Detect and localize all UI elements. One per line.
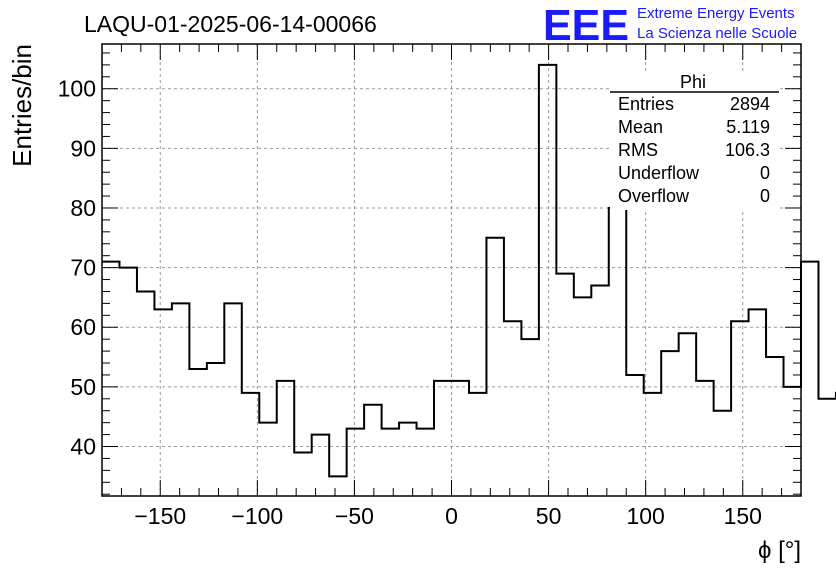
x-tick-label: −150 [134,503,186,529]
stats-row-label: RMS [618,140,658,160]
y-tick-label: 50 [70,374,96,400]
histogram-bins [102,63,836,478]
stats-row-value: 106.3 [725,140,770,160]
x-tick-labels: −150 −100 −50 0 50 100 150 [134,503,762,529]
y-tick-label: 80 [70,195,96,221]
x-tick-label: −100 [231,503,283,529]
y-tick-labels: 40 50 60 70 80 90 100 [58,76,96,460]
y-tick-label: 40 [70,434,96,460]
stats-row-value: 0 [760,163,770,183]
x-tick-label: 150 [724,503,762,529]
x-tick-label: 0 [445,503,458,529]
logo-line2: La Scienza nelle Scuole [637,25,797,42]
stats-box-title: Phi [680,72,706,92]
stats-row-value: 2894 [730,94,770,114]
stats-row-label: Entries [618,94,674,114]
y-tick-label: 100 [58,76,96,102]
grid [102,44,801,496]
stats-row-label: Overflow [618,186,690,206]
stats-box: Phi Entries 2894 Mean 5.119 RMS 106.3 Underflo… [610,72,779,210]
histogram-outline [102,63,836,478]
stats-box-background [610,73,779,210]
stats-row-value: 0 [760,186,770,206]
chart-title: LAQU-01-2025-06-14-00066 [84,11,377,37]
plot-frame [101,43,802,497]
x-tick-label: 100 [626,503,664,529]
y-tick-label: 70 [70,255,96,281]
y-tick-label: 90 [70,135,96,161]
x-tick-label: −50 [335,503,374,529]
eee-logo-mark: EEE [543,1,629,50]
logo-line1: Extreme Energy Events [637,5,795,22]
stats-rows: Entries 2894 Mean 5.119 RMS 106.3 Underflow 0 Ov… [618,94,770,206]
x-tick-label: 50 [536,503,562,529]
stats-row-label: Mean [618,117,663,137]
x-axis-label: ϕ [°] [758,537,801,564]
y-axis-label: Entries/bin [7,44,37,167]
stats-row-label: Underflow [618,163,700,183]
stats-row-value: 5.119 [726,117,770,137]
y-tick-label: 60 [70,314,96,340]
